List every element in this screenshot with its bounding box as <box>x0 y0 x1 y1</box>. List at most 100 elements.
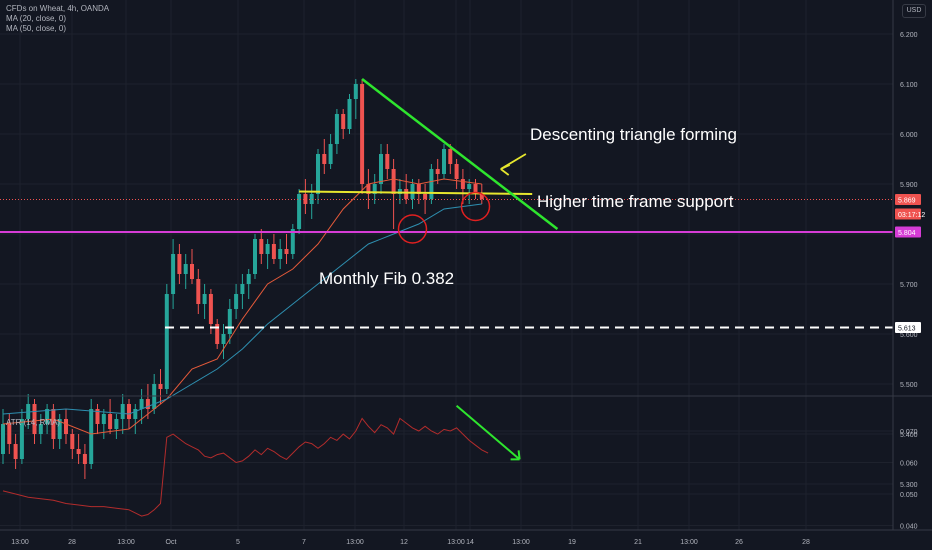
candle[interactable] <box>70 434 75 449</box>
candle[interactable] <box>410 184 415 199</box>
candle[interactable] <box>202 294 207 304</box>
candle[interactable] <box>467 184 472 189</box>
candle[interactable] <box>253 239 257 274</box>
candle[interactable] <box>227 309 232 334</box>
descending-trend-line[interactable] <box>361 78 559 230</box>
currency-badge[interactable]: USD <box>902 4 926 18</box>
candle[interactable] <box>479 194 484 199</box>
price-badge[interactable] <box>895 208 921 220</box>
candle[interactable] <box>309 194 314 204</box>
price-badge[interactable] <box>895 226 921 238</box>
candle[interactable] <box>372 184 377 194</box>
candle[interactable] <box>158 384 163 389</box>
candle[interactable] <box>265 244 270 254</box>
candle[interactable] <box>284 249 289 254</box>
candle[interactable] <box>13 444 18 459</box>
ma50-line <box>2 203 482 415</box>
candle[interactable] <box>120 404 125 419</box>
candle[interactable] <box>183 264 188 274</box>
candles[interactable] <box>1 79 484 479</box>
candle[interactable] <box>397 189 402 194</box>
candle[interactable] <box>341 114 346 129</box>
candle[interactable] <box>82 454 87 464</box>
candle[interactable] <box>177 254 182 274</box>
candle[interactable] <box>89 409 94 464</box>
legend-ma20[interactable]: MA (20, close, 0) <box>6 14 67 23</box>
candle[interactable] <box>259 239 264 254</box>
candle[interactable] <box>423 194 428 199</box>
candle[interactable] <box>366 184 371 194</box>
candle[interactable] <box>454 164 459 179</box>
candle[interactable] <box>404 189 409 199</box>
candle[interactable] <box>385 154 390 169</box>
candle[interactable] <box>51 409 56 439</box>
candle[interactable] <box>347 99 352 129</box>
candle[interactable] <box>7 424 12 444</box>
atr-line <box>2 417 489 517</box>
candle[interactable] <box>271 244 276 259</box>
candle[interactable] <box>215 324 220 344</box>
annotation-fib[interactable]: Monthly Fib 0.382 <box>319 269 455 288</box>
candle[interactable] <box>190 264 194 279</box>
legend-symbol[interactable]: CFDs on Wheat, 4h, OANDA <box>6 4 110 13</box>
price-badge[interactable] <box>895 322 921 333</box>
candle[interactable] <box>32 404 37 434</box>
candle[interactable] <box>473 184 478 194</box>
candle[interactable] <box>38 424 43 434</box>
candle[interactable] <box>1 424 5 454</box>
candle[interactable] <box>322 154 327 164</box>
candle[interactable] <box>328 144 333 164</box>
candle[interactable] <box>19 419 24 459</box>
annotation-support[interactable]: Higher time frame support <box>537 192 734 211</box>
candle[interactable] <box>145 399 150 409</box>
candle[interactable] <box>139 399 144 409</box>
candle[interactable] <box>45 409 50 424</box>
candle[interactable] <box>429 169 434 199</box>
candle[interactable] <box>246 274 251 284</box>
candle[interactable] <box>353 84 358 99</box>
candle[interactable] <box>297 194 302 229</box>
candle[interactable] <box>171 254 176 294</box>
price-badge[interactable] <box>895 194 921 205</box>
annotation-descending-triangle[interactable]: Descenting triangle forming <box>530 125 737 144</box>
candle[interactable] <box>303 194 308 204</box>
candle[interactable] <box>316 154 320 194</box>
candle[interactable] <box>290 229 295 254</box>
candle[interactable] <box>164 294 169 389</box>
legend-ma50[interactable]: MA (50, close, 0) <box>6 24 67 33</box>
candle[interactable] <box>234 294 239 309</box>
candle[interactable] <box>360 84 365 184</box>
candle[interactable] <box>108 414 113 429</box>
candle[interactable] <box>448 149 453 164</box>
candle[interactable] <box>76 449 81 454</box>
atr-legend[interactable]: ATR (14, RMA) <box>6 418 61 427</box>
candle[interactable] <box>101 414 106 424</box>
drawings[interactable] <box>0 78 893 329</box>
candle[interactable] <box>114 419 119 429</box>
pointer-arrow[interactable] <box>500 153 527 176</box>
candle[interactable] <box>435 169 440 174</box>
candle[interactable] <box>196 279 201 304</box>
candle[interactable] <box>221 334 226 344</box>
candle[interactable] <box>240 284 245 294</box>
candle[interactable] <box>57 419 62 439</box>
candle[interactable] <box>127 404 131 419</box>
candle[interactable] <box>95 409 100 424</box>
triangle-base-line[interactable] <box>299 190 533 195</box>
candle[interactable] <box>278 249 283 259</box>
candle[interactable] <box>64 419 68 434</box>
candle[interactable] <box>334 114 339 144</box>
candle[interactable] <box>379 154 383 184</box>
candle[interactable] <box>391 169 396 194</box>
candle[interactable] <box>442 149 446 174</box>
candle[interactable] <box>208 294 213 324</box>
candle[interactable] <box>460 179 465 189</box>
candle[interactable] <box>133 409 138 419</box>
atr-arrow[interactable] <box>455 405 521 461</box>
highlight-circle[interactable] <box>460 191 491 222</box>
candle[interactable] <box>416 184 421 194</box>
highlight-circle[interactable] <box>397 214 428 244</box>
price-badge-label: 03:17:12 <box>898 212 925 219</box>
